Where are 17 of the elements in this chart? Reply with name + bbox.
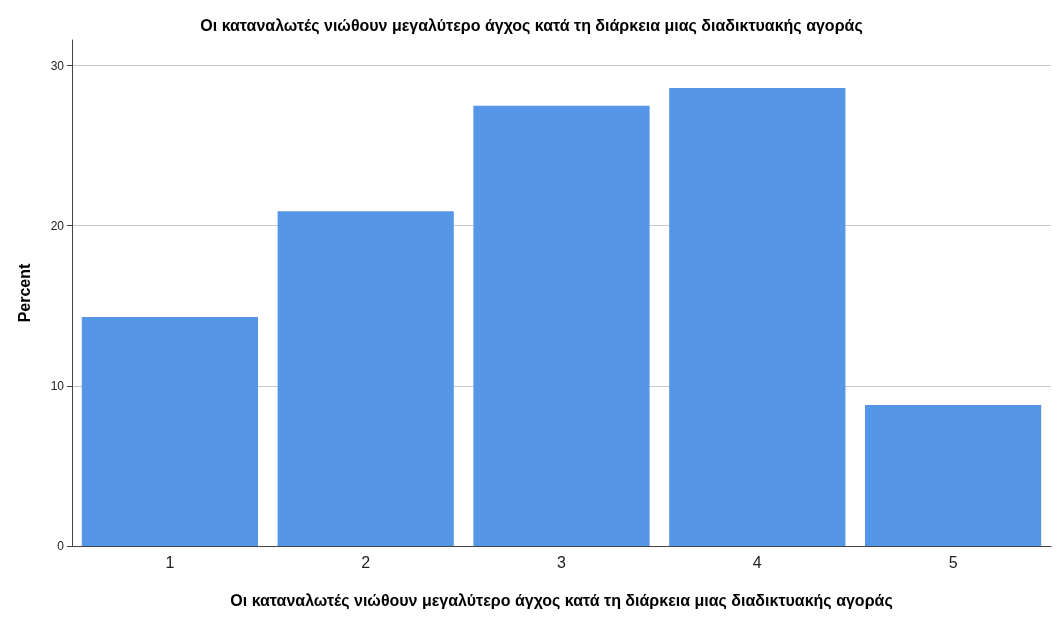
bar <box>277 211 454 546</box>
bar <box>864 405 1042 546</box>
x-axis-title: Οι καταναλωτές νιώθουν μεγαλύτερο άγχος κατά τη διάρκεια μιας διαδικτυακής αγοράς <box>230 591 893 610</box>
y-tick-label: 10 <box>50 378 65 393</box>
x-tick-label: 4 <box>752 553 762 571</box>
y-axis-title: Percent <box>15 262 33 323</box>
x-tick-label: 1 <box>165 553 175 571</box>
x-tick-label: 2 <box>361 553 371 571</box>
y-tick-label: 20 <box>50 218 65 233</box>
x-tick-label: 3 <box>557 553 567 571</box>
y-tick-label: 30 <box>50 58 65 73</box>
y-tick-label: 0 <box>57 539 65 553</box>
x-tick-label: 5 <box>948 553 958 571</box>
bar <box>473 105 650 546</box>
chart-title: Οι καταναλωτές νιώθουν μεγαλύτερο άγχος κατά τη διάρκεια μιας διαδικτυακής αγοράς <box>200 16 863 35</box>
bar <box>669 88 846 546</box>
bar <box>81 317 259 546</box>
